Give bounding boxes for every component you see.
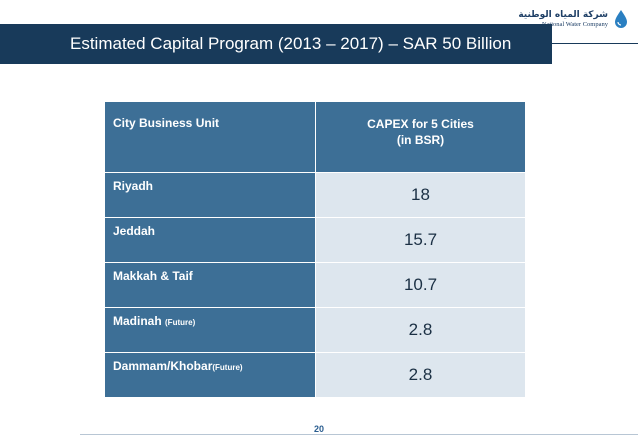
city-name-cell: Madinah (Future) [104,307,316,353]
capex-value: 18 [315,172,526,218]
page-number: 20 [313,424,324,434]
water-drop-icon [615,10,627,28]
header-capex-line2: (in BSR) [396,133,445,147]
capex-value: 10.7 [315,262,526,308]
company-logo: شركة المياه الوطنية National Water Compa… [506,4,630,34]
logo-english-name: National Water Company [541,20,608,28]
city-name: Madinah [113,314,166,328]
table-row: Makkah & Taif 10.7 [104,262,526,308]
logo-arabic-name: شركة المياه الوطنية [518,9,608,20]
table-row: Madinah (Future) 2.8 [104,307,526,353]
city-name-cell: Makkah & Taif [104,262,316,308]
city-suffix: (Future) [212,363,243,372]
table-row: Jeddah 15.7 [104,217,526,263]
capex-value: 2.8 [315,307,526,353]
table-header-row: City Business Unit CAPEX for 5 Cities (i… [104,101,526,173]
city-name: Jeddah [113,224,156,238]
city-name-cell: Dammam/Khobar(Future) [104,352,316,398]
header-city-business-unit: City Business Unit [104,101,316,173]
city-suffix: (Future) [165,318,196,327]
footer-divider [80,434,638,435]
header-capex: CAPEX for 5 Cities (in BSR) [315,101,526,173]
city-name-cell: Riyadh [104,172,316,218]
city-name: Riyadh [113,179,154,193]
capex-value: 2.8 [315,352,526,398]
title-bar: Estimated Capital Program (2013 – 2017) … [0,24,552,64]
city-name-cell: Jeddah [104,217,316,263]
slide-title: Estimated Capital Program (2013 – 2017) … [70,34,512,53]
city-name: Dammam/Khobar [113,359,213,373]
city-name: Makkah & Taif [113,269,193,283]
table-row: Riyadh 18 [104,172,526,218]
table-row: Dammam/Khobar(Future) 2.8 [104,352,526,398]
capex-value: 15.7 [315,217,526,263]
logo-text: شركة المياه الوطنية National Water Compa… [518,10,608,29]
header-capex-line1: CAPEX for 5 Cities [367,117,474,131]
capex-table: City Business Unit CAPEX for 5 Cities (i… [104,101,526,398]
title-rule [552,43,638,44]
